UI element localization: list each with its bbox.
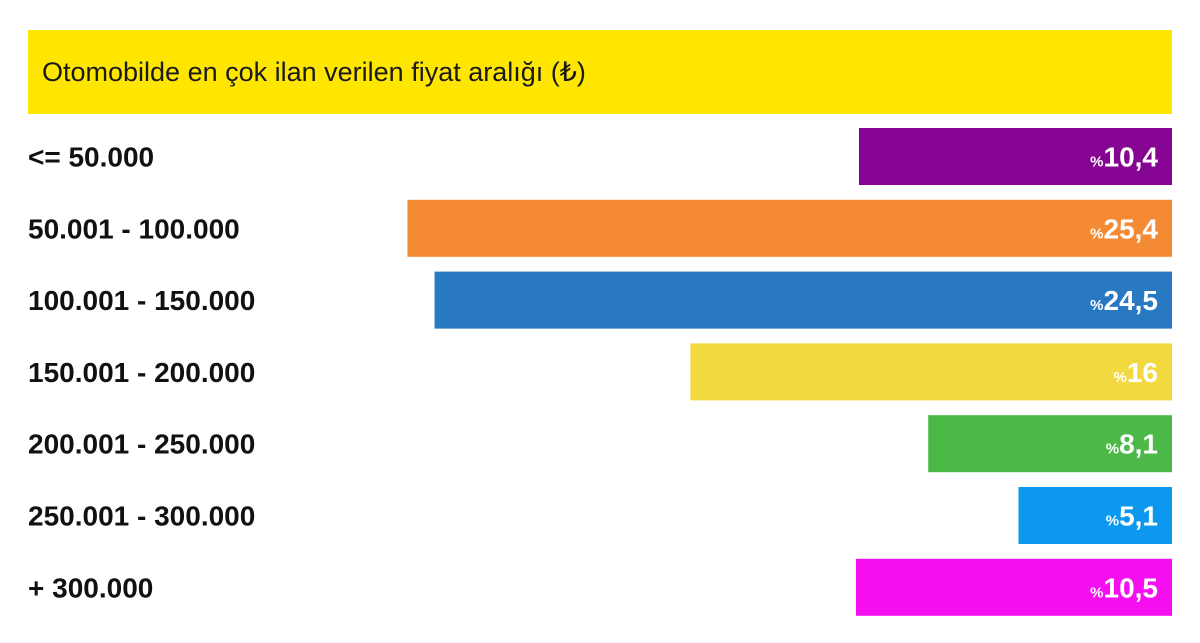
value-label: %25,4 (1090, 213, 1158, 244)
category-label: 50.001 - 100.000 (28, 213, 240, 244)
chart-title-bar: Otomobilde en çok ilan verilen fiyat ara… (28, 30, 1172, 114)
category-label: 150.001 - 200.000 (28, 357, 255, 388)
bar-2 (407, 199, 1173, 257)
bar-4 (690, 343, 1172, 401)
chart-title: Otomobilde en çok ilan verilen fiyat ara… (42, 57, 586, 87)
value-label: %24,5 (1090, 285, 1158, 316)
category-label: 250.001 - 300.000 (28, 501, 255, 532)
bar-5 (928, 415, 1172, 473)
value-label: %8,1 (1106, 429, 1158, 460)
value-label: %5,1 (1106, 501, 1158, 532)
category-label: 200.001 - 250.000 (28, 429, 255, 460)
value-label: %16 (1114, 357, 1159, 388)
value-label: %10,5 (1090, 572, 1158, 603)
bar-7 (855, 558, 1172, 616)
category-label: 100.001 - 150.000 (28, 285, 255, 316)
bar-1 (858, 128, 1172, 185)
bar-3 (434, 271, 1172, 329)
bar-6 (1018, 487, 1172, 544)
category-label: + 300.000 (28, 572, 153, 603)
category-label: <= 50.000 (28, 142, 154, 173)
value-label: %10,4 (1090, 142, 1158, 173)
